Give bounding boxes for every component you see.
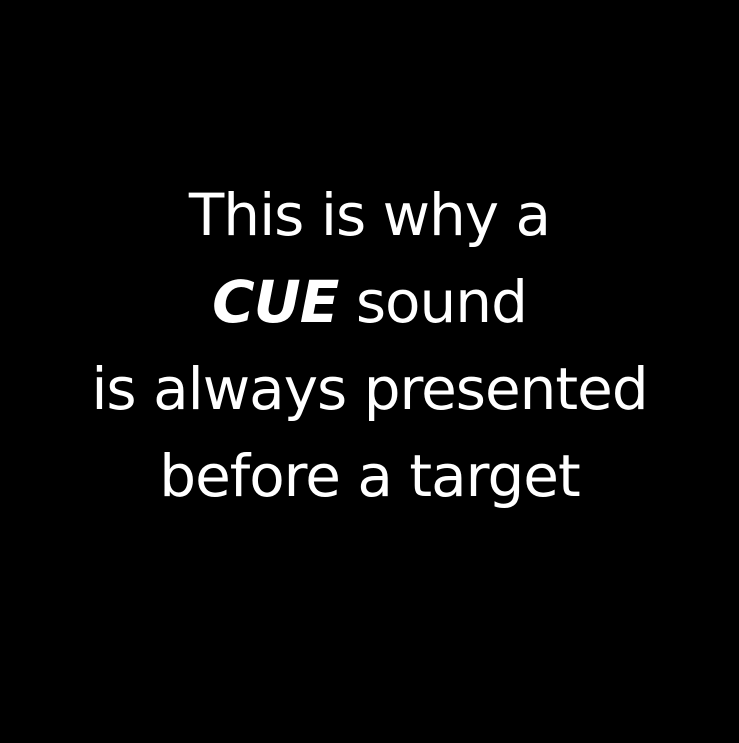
instruction-line-1: This is why a [188, 181, 551, 249]
instruction-line-2: CUE sound [0, 259, 739, 346]
instruction-message: This is why a CUE sound is always presen… [0, 172, 739, 520]
instruction-line-2-rest: sound [338, 268, 528, 336]
cue-word-emphasis: CUE [212, 268, 339, 336]
instruction-line-4: before a target [159, 442, 580, 510]
instruction-line-3: is always presented [91, 355, 648, 423]
